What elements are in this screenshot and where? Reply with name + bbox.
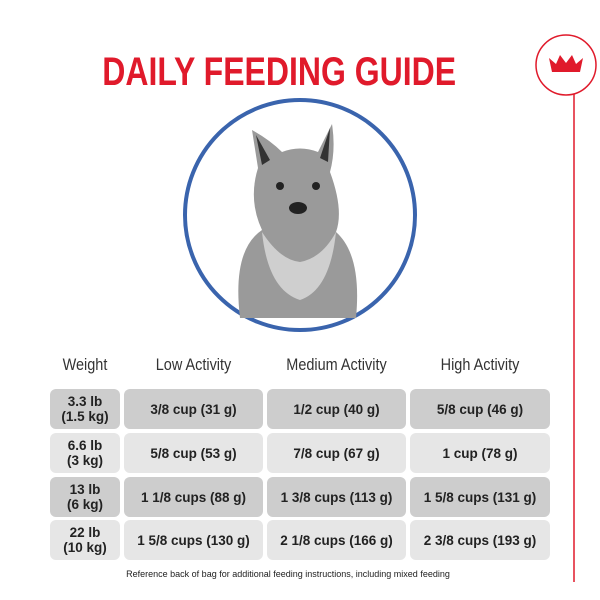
amount-cell: 1 1/8 cups (88 g)	[124, 477, 263, 517]
column-header: Medium Activity	[286, 355, 387, 374]
amount-cell: 3/8 cup (31 g)	[124, 389, 263, 429]
column-header: Weight	[62, 355, 108, 374]
weight-line: 6.6 lb	[67, 438, 103, 453]
amount-cell: 1 5/8 cups (130 g)	[124, 520, 263, 560]
weight-line: 13 lb	[69, 482, 101, 497]
amount-cell: 1 cup (78 g)	[410, 433, 550, 473]
footnote: Reference back of bag for additional fee…	[126, 569, 450, 579]
logo-crown	[549, 55, 583, 72]
weight-line: (1.5 kg)	[61, 409, 109, 424]
amount-cell: 5/8 cup (46 g)	[410, 389, 550, 429]
dog-photo	[238, 124, 358, 318]
amount-cell: 1 3/8 cups (113 g)	[267, 477, 406, 517]
weight-cell: 6.6 lb (3 kg)	[50, 433, 120, 473]
weight-line: 22 lb	[69, 525, 101, 540]
weight-line: (10 kg)	[63, 540, 107, 555]
amount-cell: 2 1/8 cups (166 g)	[267, 520, 406, 560]
amount-cell: 5/8 cup (53 g)	[124, 433, 263, 473]
weight-cell: 13 lb (6 kg)	[50, 477, 120, 517]
title: DAILY FEEDING GUIDE	[102, 50, 457, 94]
weight-line: 3.3 lb	[67, 394, 103, 409]
column-header: Low Activity	[155, 355, 232, 374]
weight-line: (6 kg)	[66, 497, 103, 512]
amount-cell: 7/8 cup (67 g)	[267, 433, 406, 473]
column-header: High Activity	[440, 355, 520, 374]
amount-cell: 1 5/8 cups (131 g)	[410, 477, 550, 517]
weight-line: (3 kg)	[66, 453, 103, 468]
weight-cell: 3.3 lb (1.5 kg)	[50, 389, 120, 429]
weight-cell: 22 lb (10 kg)	[50, 520, 120, 560]
amount-cell: 1/2 cup (40 g)	[267, 389, 406, 429]
amount-cell: 2 3/8 cups (193 g)	[410, 520, 550, 560]
